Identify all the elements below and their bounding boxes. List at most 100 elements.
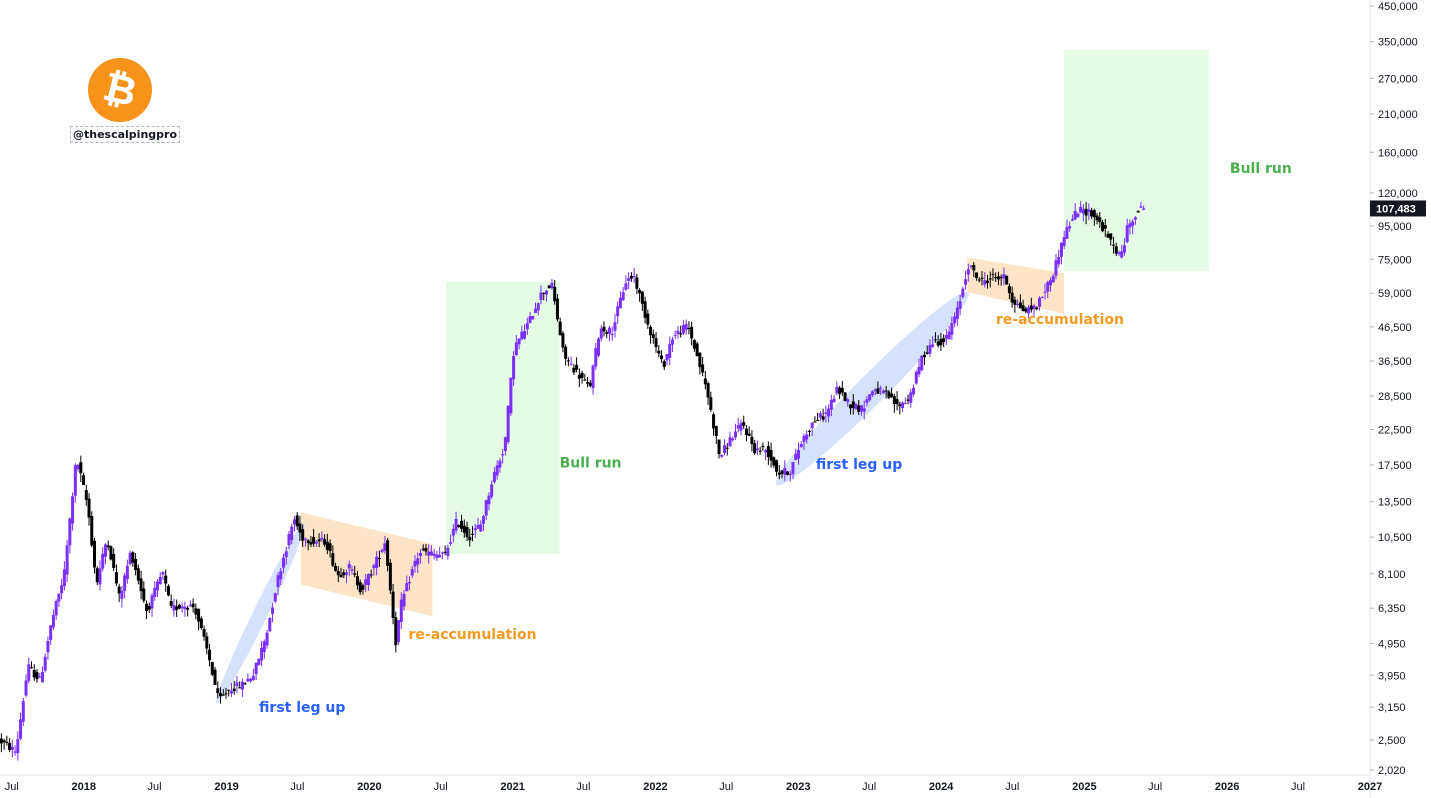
candle-body: [68, 518, 72, 546]
time-axis[interactable]: Jul 2018 Jul 2019 Jul 2020 Jul 2021 Jul 2022 Jul 20…: [0, 774, 1382, 793]
candle-body: [953, 316, 957, 324]
candle: [320, 531, 324, 543]
candle-body: [777, 472, 781, 475]
candle-body: [1065, 227, 1069, 239]
candle: [520, 325, 524, 341]
candle-body: [413, 560, 417, 567]
candle-body: [418, 552, 422, 556]
candle-body: [725, 447, 729, 449]
price-axis[interactable]: 2,020 2,500 3,150 3,950 4,950 6,350 8,100 10,50…: [1369, 0, 1418, 798]
candle-body: [1046, 282, 1050, 292]
candle: [402, 590, 406, 611]
candle-body: [249, 678, 253, 682]
candle-body: [649, 326, 653, 336]
candle: [484, 499, 488, 521]
candle: [221, 689, 225, 696]
candle-body: [632, 275, 636, 277]
candle-body: [8, 743, 12, 751]
candle-body: [177, 604, 181, 609]
candle-body: [575, 364, 579, 370]
candle-body: [164, 575, 168, 584]
candle: [1095, 212, 1099, 225]
time-tick-label: Jul: [862, 781, 876, 793]
candle-body: [166, 586, 170, 596]
candle-body: [955, 307, 959, 320]
candle-body: [985, 280, 989, 283]
candle: [616, 301, 620, 325]
candle-body: [966, 269, 970, 275]
re-accumulation-zone: [967, 257, 1064, 314]
candle: [731, 436, 735, 442]
candle: [977, 277, 981, 283]
candle-body: [353, 573, 357, 575]
candle: [654, 332, 658, 353]
candle-body: [342, 572, 346, 576]
candle: [1117, 250, 1121, 257]
candle: [813, 416, 817, 423]
candle: [761, 442, 765, 451]
candle-body: [892, 396, 896, 405]
time-tick-label: Jul: [148, 781, 162, 793]
candle-body: [561, 333, 565, 348]
candle-body: [1098, 217, 1102, 223]
candle-body: [917, 366, 921, 375]
candle: [103, 543, 107, 565]
price-tick-label: 22,500: [1378, 424, 1412, 436]
candle-body: [958, 301, 962, 309]
candle: [317, 533, 321, 548]
candle: [1120, 244, 1124, 259]
candle-body: [473, 528, 477, 531]
candle: [561, 331, 565, 353]
candle-body: [646, 313, 650, 325]
candle-body: [999, 276, 1003, 279]
candle: [380, 548, 384, 554]
candle-body: [355, 576, 359, 586]
candle: [607, 325, 611, 342]
candle: [843, 392, 847, 402]
candle: [271, 603, 275, 623]
candle-body: [1073, 210, 1077, 220]
candle: [375, 551, 379, 576]
candle-body: [369, 574, 373, 576]
candle: [273, 592, 277, 604]
candle-body: [43, 656, 47, 671]
price-tick-label: 210,000: [1378, 109, 1418, 121]
candle-body: [471, 533, 475, 535]
candle-body: [1076, 213, 1080, 217]
candle: [953, 312, 957, 328]
candle: [1021, 299, 1025, 312]
candle-body: [490, 484, 494, 497]
candle: [424, 543, 428, 556]
candle-body: [928, 345, 932, 354]
candle: [1013, 296, 1017, 313]
candle: [947, 325, 951, 340]
candle: [939, 333, 943, 351]
candle-body: [794, 453, 798, 461]
candle: [766, 441, 770, 465]
candle-body: [807, 430, 811, 432]
bitcoin-icon: ₿: [88, 58, 152, 122]
candle-body: [621, 292, 625, 301]
price-tick-label: 450,000: [1378, 1, 1418, 13]
candle-body: [550, 282, 554, 289]
candle-body: [651, 333, 655, 339]
candle-body: [123, 575, 127, 591]
candle: [580, 370, 584, 384]
candle-body: [106, 545, 110, 548]
candle: [747, 426, 751, 437]
candle: [966, 263, 970, 282]
candle-body: [1013, 299, 1017, 305]
candle: [142, 581, 146, 603]
candle: [854, 402, 858, 410]
candle-body: [120, 590, 124, 599]
candle: [492, 467, 496, 484]
price-tick-label: 160,000: [1378, 147, 1418, 159]
candle-body: [251, 675, 255, 681]
candle-body: [145, 603, 149, 611]
candle-body: [1117, 252, 1121, 255]
candle: [933, 332, 937, 343]
candle: [775, 459, 779, 477]
candle-body: [1016, 303, 1020, 305]
annotation-label: re-accumulation: [409, 627, 537, 643]
